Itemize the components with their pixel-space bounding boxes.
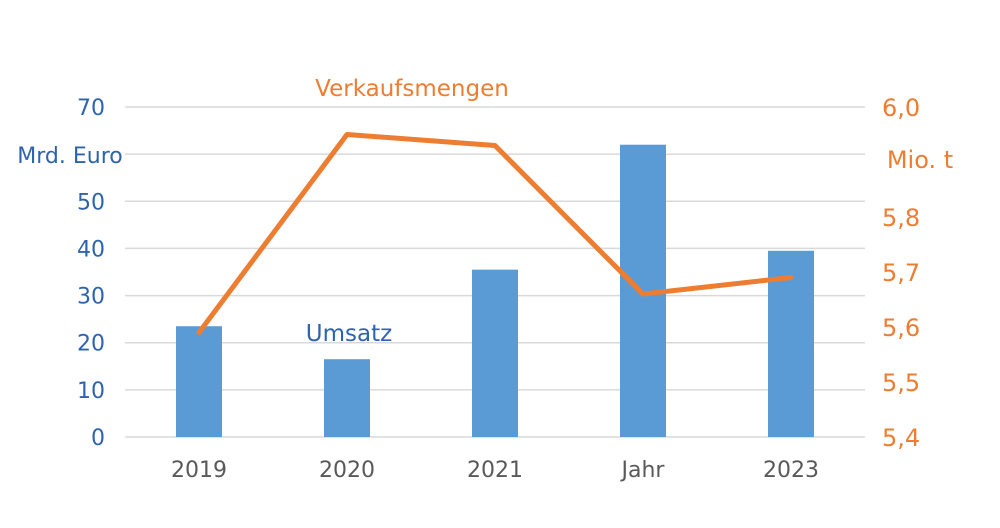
x-tick-label: 2021 <box>467 458 523 483</box>
bar-2021 <box>472 269 518 437</box>
right-tick-label: 5,4 <box>882 424 920 452</box>
left-tick-label: 20 <box>77 332 105 357</box>
right-axis-ticks: 5,4 5,5 5,6 5,7 5,8 6,0 <box>882 94 920 452</box>
left-tick-label: 10 <box>77 379 105 404</box>
right-tick-label: 5,6 <box>882 314 920 342</box>
line-path <box>196 132 794 335</box>
bar-2020 <box>324 359 370 437</box>
x-tick-label: 2020 <box>319 458 375 483</box>
left-tick-label: 70 <box>77 96 105 121</box>
series-label-umsatz: Umsatz <box>306 321 392 347</box>
left-tick-label: 30 <box>77 285 105 310</box>
right-tick-label: 5,5 <box>882 369 920 397</box>
left-tick-label: 50 <box>77 190 105 215</box>
left-axis-ticks: 0 10 20 30 40 50 70 <box>77 96 105 451</box>
bar-series-umsatz <box>176 144 814 437</box>
series-label-verkaufsmengen: Verkaufsmengen <box>315 76 509 102</box>
right-axis-unit-label: Mio. t <box>887 146 953 174</box>
x-tick-label: Jahr <box>620 458 666 483</box>
bar-2023 <box>768 250 814 437</box>
left-axis-unit-label: Mrd. Euro <box>17 144 122 169</box>
line-series-verkaufsmengen <box>196 132 794 335</box>
x-tick-label: 2023 <box>763 458 819 483</box>
left-tick-label: 40 <box>77 237 105 262</box>
left-tick-label: 0 <box>91 426 105 451</box>
x-tick-label: 2019 <box>171 458 227 483</box>
right-tick-label: 5,7 <box>882 259 920 287</box>
right-tick-label: 5,8 <box>882 204 920 232</box>
right-tick-label: 6,0 <box>882 94 920 122</box>
bar-2019 <box>176 326 222 437</box>
x-axis-ticks: 2019 2020 2021 Jahr 2023 <box>171 458 819 483</box>
